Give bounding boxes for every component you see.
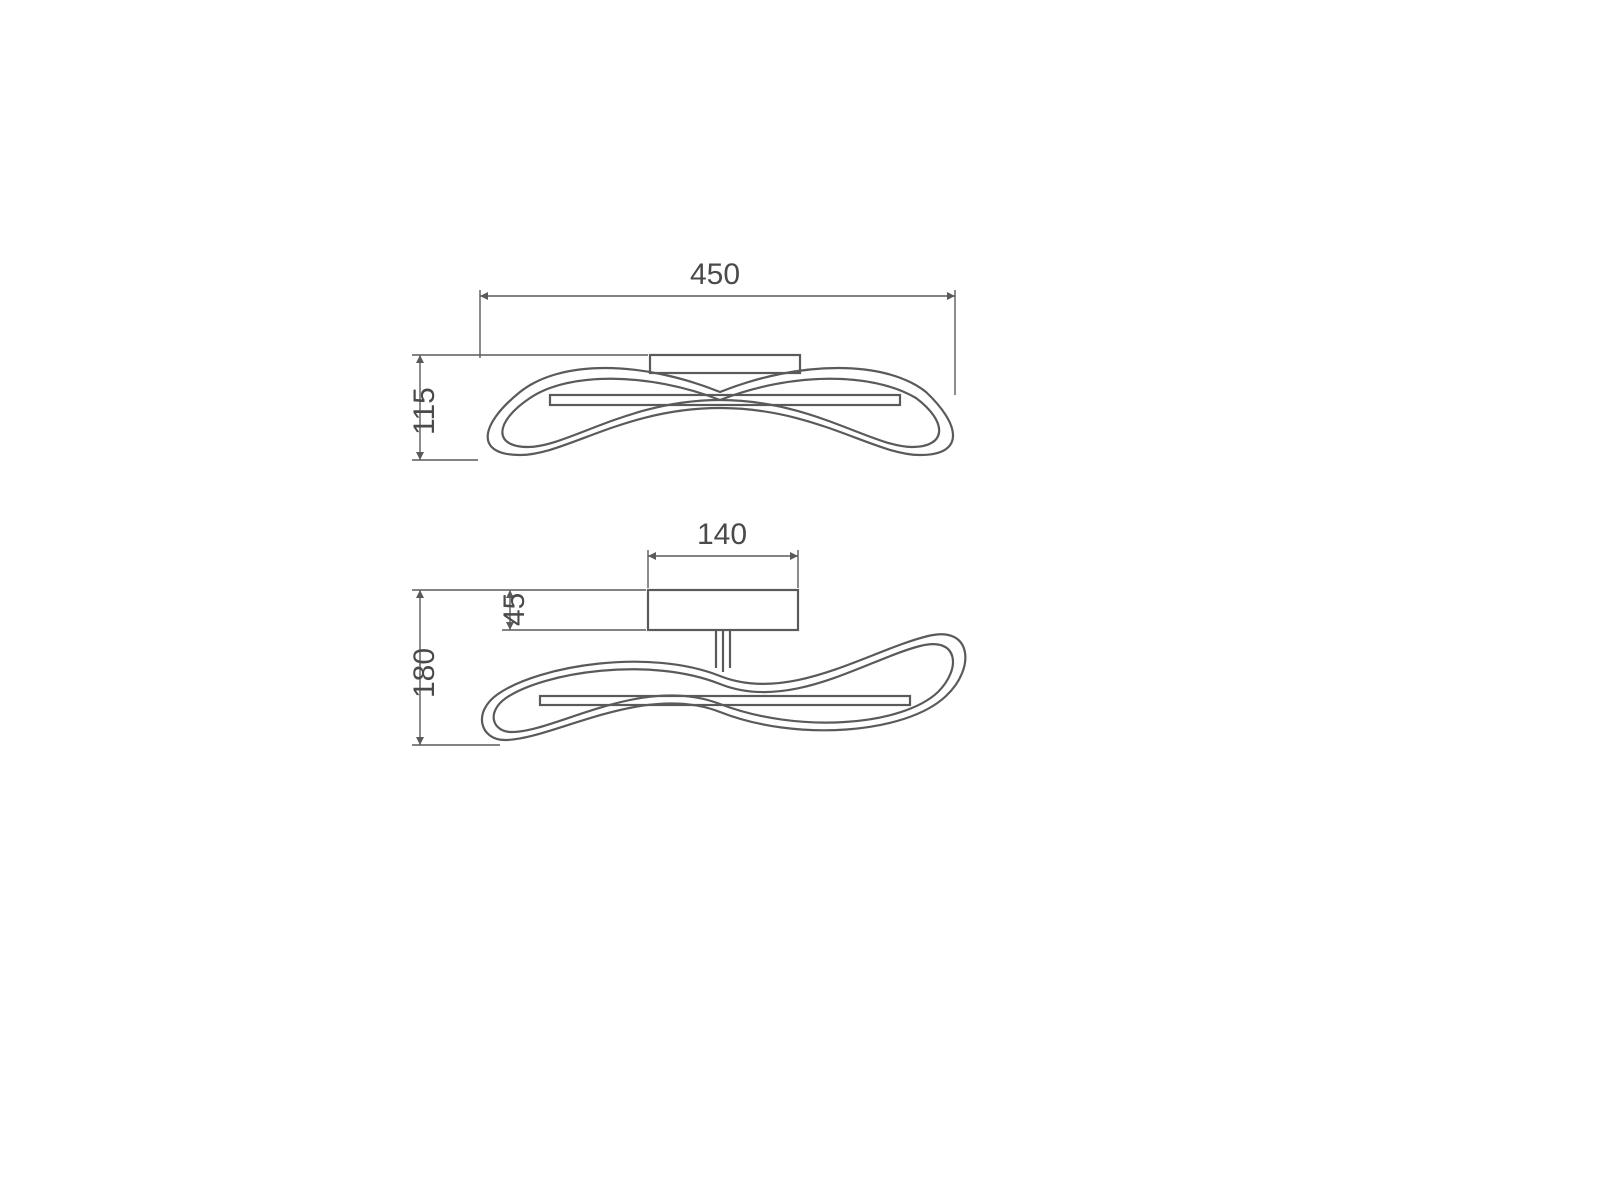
dim-450 (480, 290, 955, 395)
dim-115 (412, 355, 648, 460)
label-45: 45 (498, 593, 532, 626)
label-450: 450 (690, 258, 740, 292)
dim-140 (648, 550, 798, 588)
label-115: 115 (408, 387, 442, 435)
drawing-svg (0, 0, 1600, 1200)
technical-drawing: 450 115 140 45 180 (0, 0, 1600, 1200)
label-180: 180 (408, 648, 442, 698)
top-view (412, 290, 955, 460)
side-view (412, 550, 965, 745)
label-140: 140 (697, 518, 747, 552)
